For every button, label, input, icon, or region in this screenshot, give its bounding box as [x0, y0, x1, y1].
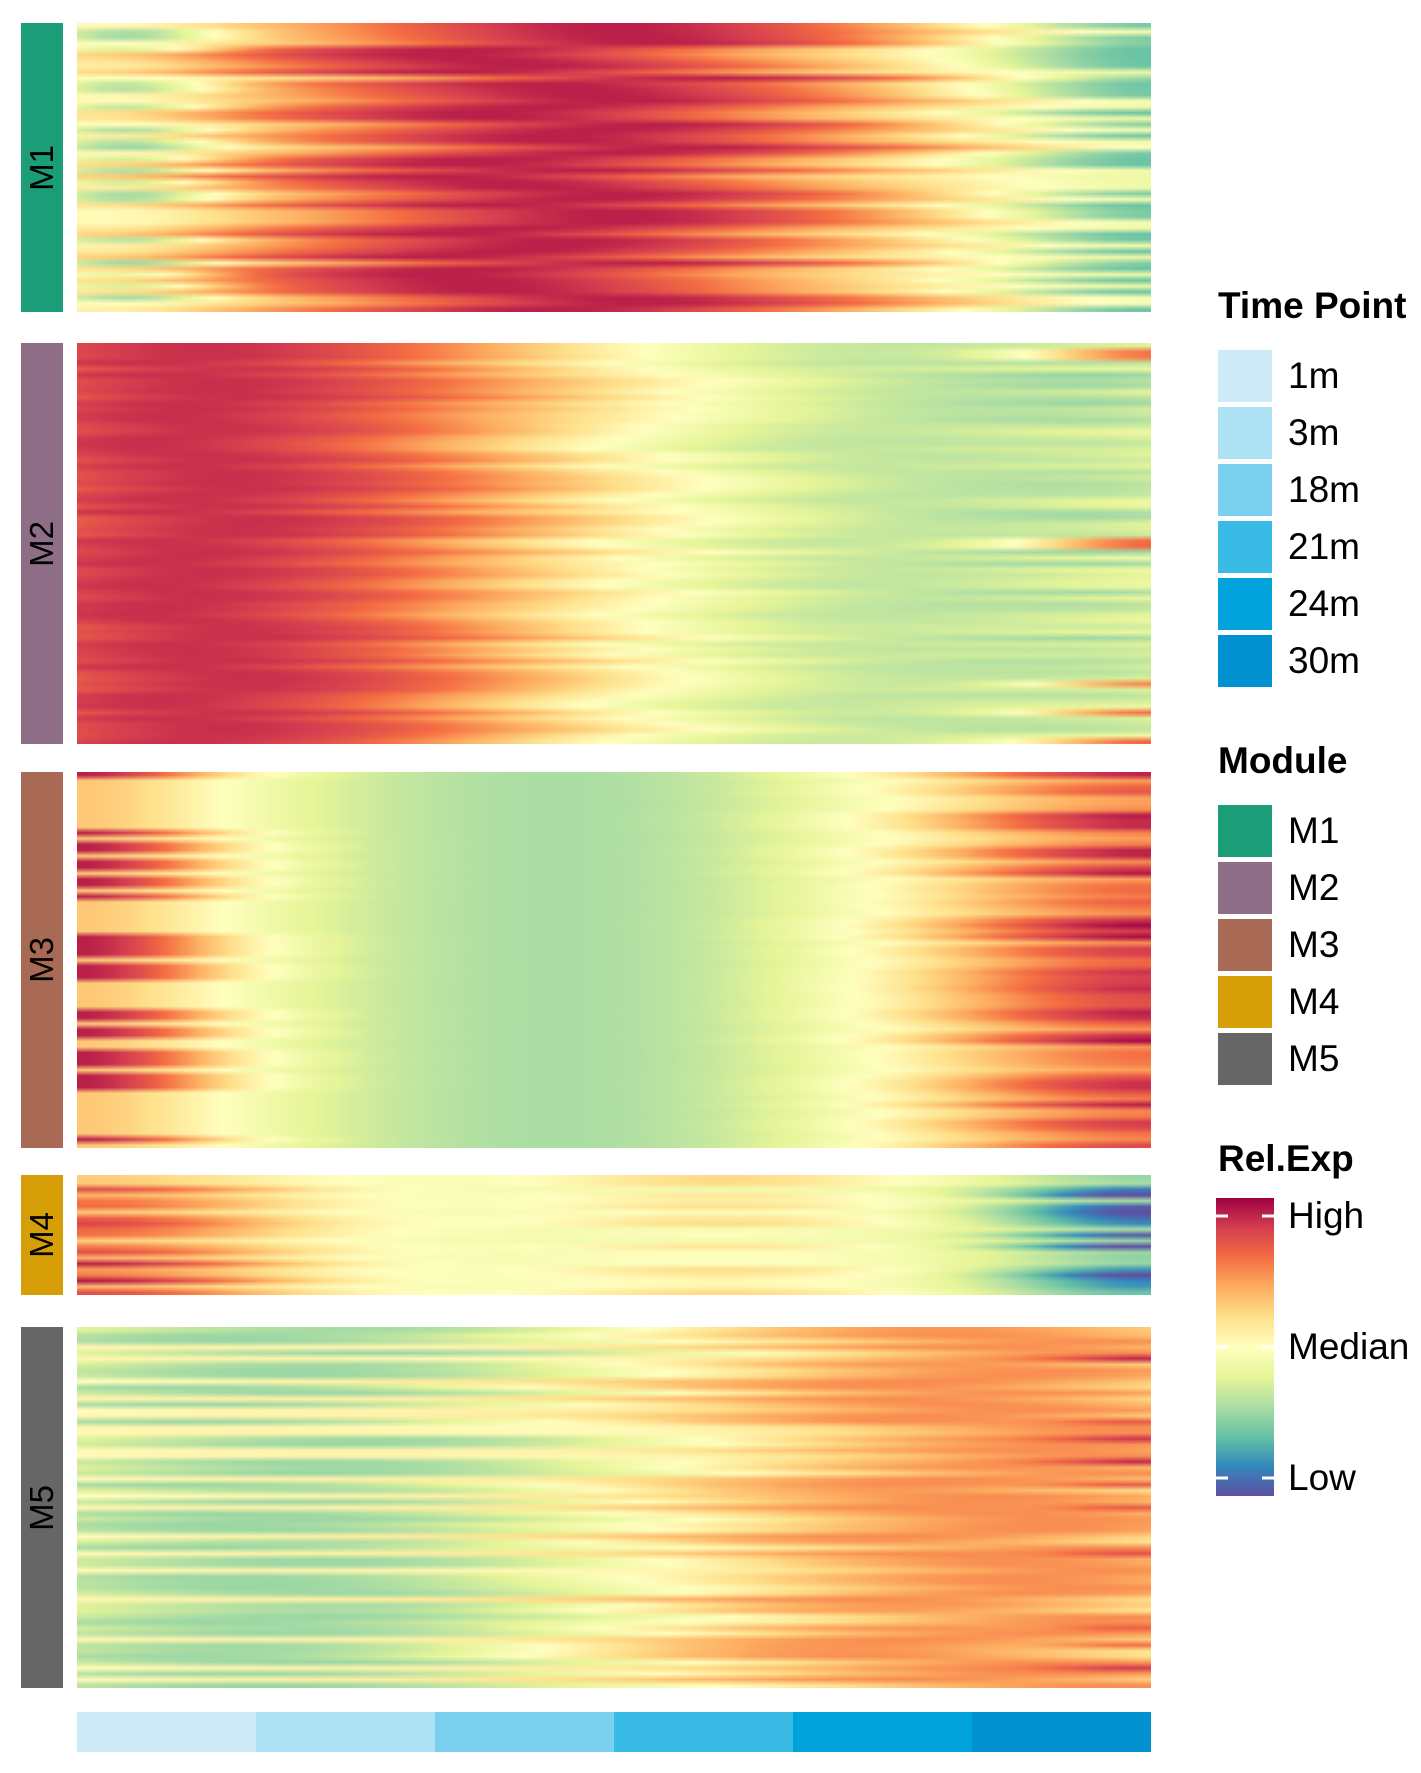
module-bar-label: M4	[23, 1212, 60, 1258]
time-point-legend-item: 24m	[1218, 577, 1360, 631]
module-bar-m5: M5	[21, 1327, 63, 1688]
module-bar-m3: M3	[21, 772, 63, 1148]
time-point-cell-1m	[77, 1712, 256, 1752]
time-point-legend-label: 24m	[1288, 583, 1360, 624]
time-point-cell-24m	[793, 1712, 972, 1752]
heatmap-panel-m2	[77, 343, 1151, 744]
time-point-legend-item: 18m	[1218, 463, 1360, 517]
time-point-legend-swatch	[1218, 407, 1272, 459]
module-bar-m4: M4	[21, 1175, 63, 1295]
module-bar-label: M3	[23, 937, 60, 983]
module-legend-swatch	[1218, 1033, 1272, 1085]
heatmap-cells-m2	[77, 343, 1151, 744]
time-point-legend-item: 30m	[1218, 634, 1360, 688]
module-legend-swatch	[1218, 976, 1272, 1028]
colorbar-label-high: High	[1288, 1195, 1365, 1236]
time-point-legend-title: Time Point	[1218, 285, 1407, 326]
time-point-cell-21m	[614, 1712, 793, 1752]
module-bar-m2: M2	[21, 343, 63, 744]
module-legend-swatch	[1218, 805, 1272, 857]
time-point-legend-swatch	[1218, 464, 1272, 516]
module-legend-item: M5	[1218, 1032, 1339, 1086]
time-point-cell-30m	[972, 1712, 1151, 1752]
rel-exp-colorbar-graphic	[1216, 1198, 1274, 1496]
time-point-legend-label: 3m	[1288, 412, 1340, 453]
module-bar-label: M5	[23, 1484, 60, 1531]
heatmap-cells-m4	[77, 1175, 1151, 1295]
module-legend-item: M4	[1218, 975, 1339, 1029]
colorbar-label-median: Median	[1288, 1326, 1410, 1367]
time-point-legend-item: 21m	[1218, 520, 1360, 574]
heatmap-panel-m4	[77, 1175, 1151, 1295]
time-point-cell-3m	[256, 1712, 435, 1752]
module-bar-label: M2	[23, 520, 60, 567]
module-legend-item: M3	[1218, 918, 1339, 972]
time-point-legend-swatch	[1218, 578, 1272, 630]
time-point-legend-item: 1m	[1218, 349, 1339, 403]
module-legend-swatch	[1218, 862, 1272, 914]
module-legend-label: M2	[1288, 867, 1340, 908]
time-point-legend-swatch	[1218, 521, 1272, 573]
heatmap-panel-m5	[77, 1327, 1151, 1688]
time-point-cell-18m	[435, 1712, 614, 1752]
time-point-legend-label: 30m	[1288, 640, 1360, 681]
time-point-legend-label: 21m	[1288, 526, 1360, 567]
heatmap-panel-m3	[77, 772, 1151, 1148]
module-legend-label: M3	[1288, 924, 1340, 965]
module-legend-label: M1	[1288, 810, 1340, 851]
module-legend-swatch	[1218, 919, 1272, 971]
module-legend-title: Module	[1218, 740, 1348, 781]
rel-exp-colorbar	[1216, 1198, 1274, 1496]
module-legend-label: M5	[1288, 1038, 1340, 1079]
rel-exp-legend-title: Rel.Exp	[1218, 1138, 1354, 1179]
module-bar-m1: M1	[21, 23, 63, 312]
module-legend-label: M4	[1288, 981, 1340, 1022]
time-point-legend-label: 1m	[1288, 355, 1340, 396]
heatmap-panel-m1	[77, 23, 1151, 312]
module-legend-item: M1	[1218, 804, 1339, 858]
module-legend-item: M2	[1218, 861, 1339, 915]
time-point-legend-label: 18m	[1288, 469, 1360, 510]
time-point-annotation-bar	[77, 1712, 1151, 1752]
heatmap-cells-m5	[77, 1327, 1151, 1688]
colorbar-label-low: Low	[1288, 1457, 1356, 1498]
module-bar-label: M1	[23, 144, 60, 191]
time-point-legend-item: 3m	[1218, 406, 1339, 460]
heatmap-cells-m1	[77, 23, 1151, 312]
heatmap-cells-m3	[77, 772, 1151, 1148]
time-point-legend-swatch	[1218, 350, 1272, 402]
time-point-legend-swatch	[1218, 635, 1272, 687]
